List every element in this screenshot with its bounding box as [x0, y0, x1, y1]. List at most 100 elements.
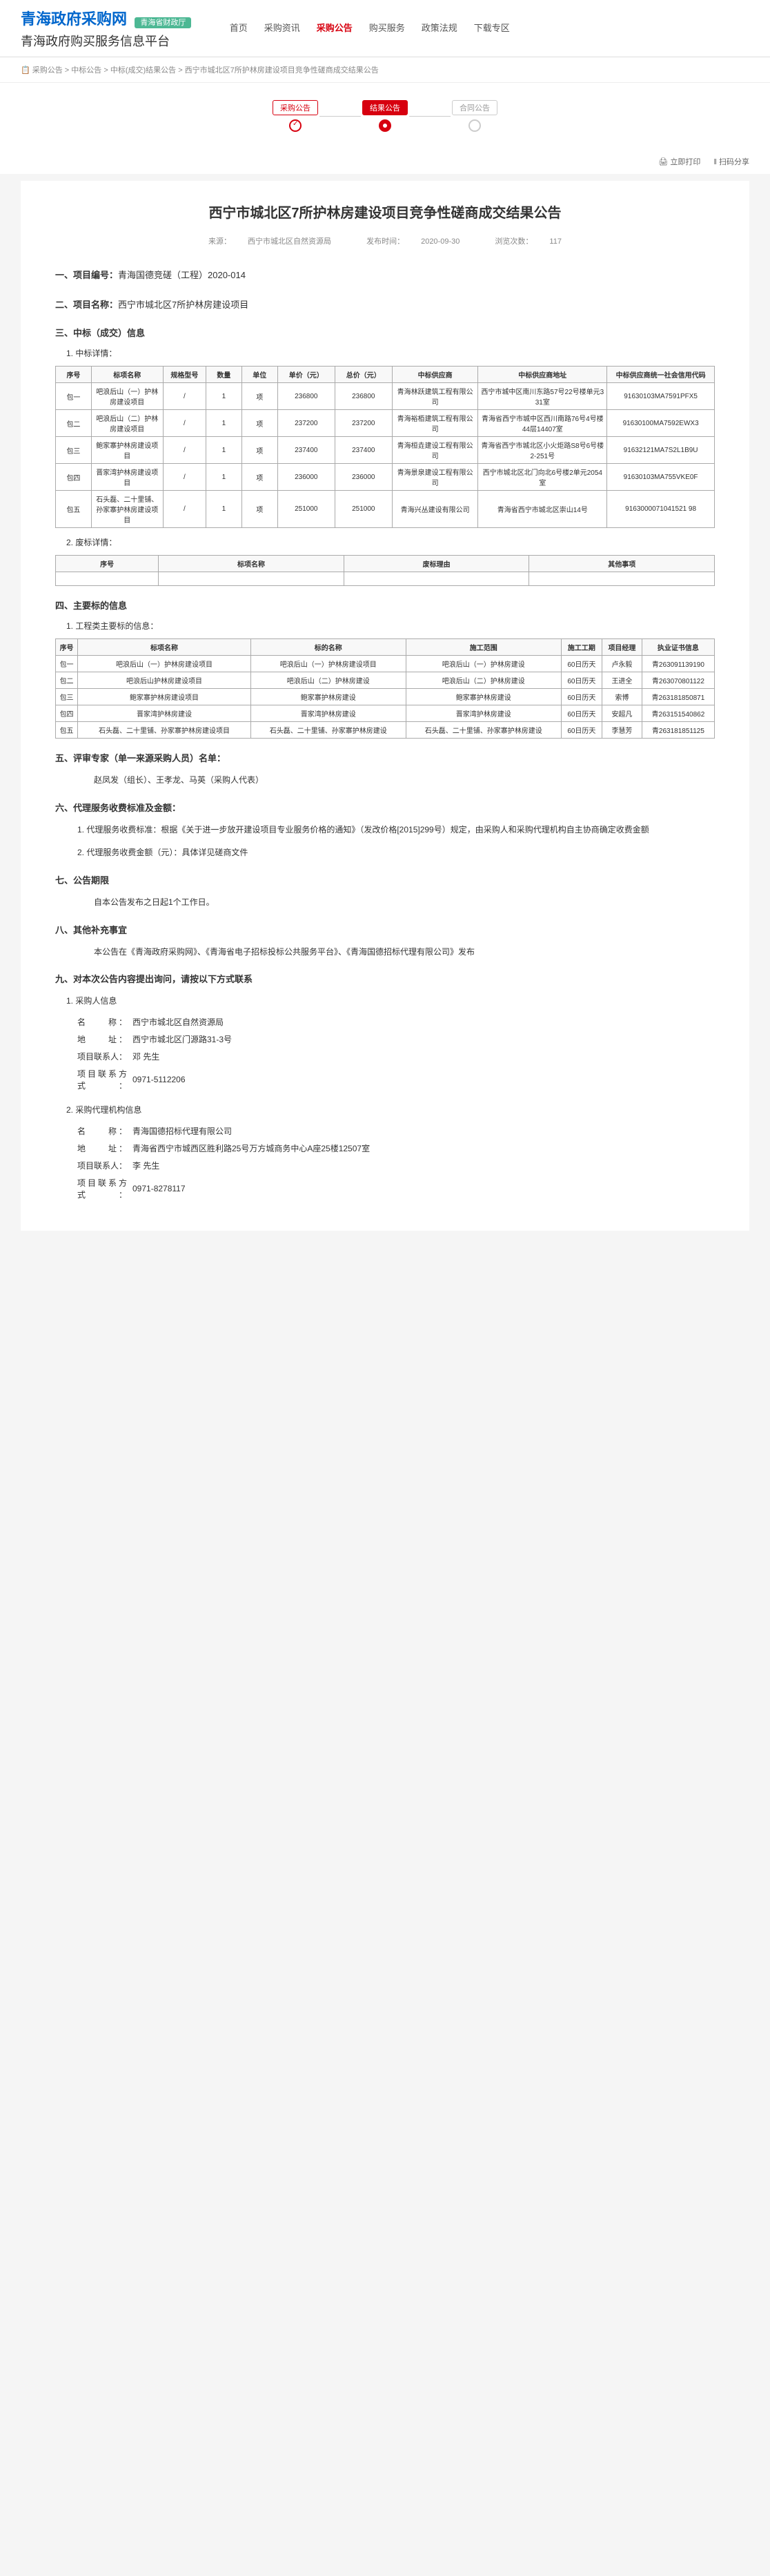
print-button[interactable]: 🖨 立即打印 — [658, 158, 700, 166]
cell: 包二 — [56, 410, 92, 437]
main-bid-table: 序号标项名称标的名称施工范围施工工期项目经理执业证书信息 包一吧浪后山（一）护林… — [55, 638, 715, 739]
content: 西宁市城北区7所护林房建设项目竞争性磋商成交结果公告 来源：西宁市城北区自然资源… — [21, 181, 749, 1231]
purchaser-contact: 邓 先生 — [132, 1048, 715, 1065]
s4-sub1: 1. 工程类主要标的信息： — [66, 620, 715, 632]
s5-value: 赵凤发（组长）、王孝龙、马英（采购人代表） — [77, 772, 715, 788]
cell: 吧浪后山（一）护林房建设项目 — [91, 383, 163, 410]
cell: 西宁市城北区北门向北6号楼2单元2054室 — [478, 464, 607, 491]
cell: 项 — [241, 464, 277, 491]
table-row: 包五石头磊、二十里铺、孙家寨护林房建设项目/1项251000251000青海兴丛… — [56, 491, 715, 528]
cell: 青263181850871 — [642, 689, 714, 705]
agent-tel-label: 项目联系方式： — [77, 1174, 132, 1203]
stage-item[interactable]: 结果公告 — [362, 100, 408, 132]
s4-heading: 四、主要标的信息 — [55, 598, 715, 612]
cell: 青海省西宁市城北区崇山14号 — [478, 491, 607, 528]
cell: 晋家湾护林房建设 — [406, 705, 561, 722]
cell: 吧浪后山护林房建设项目 — [78, 672, 251, 689]
nav-item[interactable]: 采购公告 — [317, 23, 353, 33]
cell: 包三 — [56, 437, 92, 464]
bid-header: 单位 — [241, 367, 277, 383]
cell: / — [163, 410, 206, 437]
cell: 青海桓垚建设工程有限公司 — [392, 437, 478, 464]
cell: 石头磊、二十里铺、孙家寨护林房建设 — [250, 722, 406, 739]
cell: 9163000071041521 98 — [607, 491, 715, 528]
cell: 项 — [241, 383, 277, 410]
cell: 251000 — [277, 491, 335, 528]
cell: 236800 — [277, 383, 335, 410]
purchaser-info: 名 称：西宁市城北区自然资源局 地 址：西宁市城北区门源路31-3号 项目联系人… — [77, 1013, 715, 1094]
site-title: 青海政府采购网 — [21, 7, 127, 29]
cell: 91630103MA7591PFX5 — [607, 383, 715, 410]
cell: 索博 — [602, 689, 642, 705]
void-header: 废标理由 — [344, 556, 529, 572]
cell: 青海景泉建设工程有限公司 — [392, 464, 478, 491]
void-header: 其他事项 — [529, 556, 715, 572]
main-header: 施工范围 — [406, 639, 561, 656]
cell: 鲍家寨护林房建设项目 — [78, 689, 251, 705]
cell: 项 — [241, 437, 277, 464]
nav-item[interactable]: 购买服务 — [369, 23, 405, 33]
purchaser-name-label: 名 称： — [77, 1013, 132, 1031]
main-nav: 首页 采购资讯 采购公告 购买服务 政策法规 下载专区 — [221, 21, 518, 34]
cell: 236000 — [335, 464, 392, 491]
cell: 包一 — [56, 656, 78, 672]
s3-heading: 三、中标（成交）信息 — [55, 326, 715, 339]
meta: 来源：西宁市城北区自然资源局 发布时间：2020-09-30 浏览次数：117 — [55, 235, 715, 246]
agent-contact-label: 项目联系人： — [77, 1157, 132, 1174]
meta-views-label: 浏览次数： — [495, 237, 533, 246]
table-row: 包三鲍家寨护林房建设项目鲍家寨护林房建设鲍家寨护林房建设60日历天索博青2631… — [56, 689, 715, 705]
cell: 237200 — [277, 410, 335, 437]
bid-header: 总价（元） — [335, 367, 392, 383]
cell: 青海省西宁市城北区小火炬路S8号6号楼2-251号 — [478, 437, 607, 464]
s8-heading: 八、其他补充事宜 — [55, 923, 715, 936]
bid-header: 单价（元） — [277, 367, 335, 383]
bid-header: 中标供应商 — [392, 367, 478, 383]
cell: 吧浪后山（二）护林房建设 — [250, 672, 406, 689]
share-button[interactable]: ‖ 扫码分享 — [713, 158, 749, 166]
cell: 青海裕栢建筑工程有限公司 — [392, 410, 478, 437]
cell: 晋家湾护林房建设 — [78, 705, 251, 722]
cell: 91630103MA755VKE0F — [607, 464, 715, 491]
cell: 91632121MA7S2L1B9U — [607, 437, 715, 464]
cell: 包二 — [56, 672, 78, 689]
site-subtitle: 青海政府购买服务信息平台 — [21, 32, 191, 50]
cell: 237200 — [335, 410, 392, 437]
s6-heading: 六、代理服务收费标准及金额： — [55, 801, 715, 814]
cell: / — [163, 464, 206, 491]
nav-item[interactable]: 采购资讯 — [264, 23, 300, 33]
breadcrumb: 📋 采购公告 > 中标公告 > 中标(成交)结果公告 > 西宁市城北区7所护林房… — [0, 57, 770, 83]
cell: 237400 — [277, 437, 335, 464]
bid-header: 序号 — [56, 367, 92, 383]
purchaser-tel-label: 项目联系方式： — [77, 1065, 132, 1094]
cell: 1 — [206, 464, 241, 491]
cell: 青海林跃建筑工程有限公司 — [392, 383, 478, 410]
cell: 1 — [206, 437, 241, 464]
nav-item[interactable]: 政策法规 — [422, 23, 457, 33]
cell: 包四 — [56, 705, 78, 722]
stage-item[interactable]: 合同公告 — [452, 100, 497, 132]
purchaser-heading: 1. 采购人信息 — [66, 995, 715, 1006]
main-header: 项目经理 — [602, 639, 642, 656]
main-header: 标项名称 — [78, 639, 251, 656]
cell: 青海省西宁市城中区西川南路76号4号楼44层14407室 — [478, 410, 607, 437]
main-header: 施工工期 — [561, 639, 602, 656]
cell: / — [163, 437, 206, 464]
s6-line1: 1. 代理服务收费标准：根据《关于进一步放开建设项目专业服务价格的通知》（发改价… — [77, 822, 715, 838]
bid-table: 序号标项名称规格型号数量单位单价（元）总价（元）中标供应商中标供应商地址中标供应… — [55, 366, 715, 528]
purchaser-contact-label: 项目联系人： — [77, 1048, 132, 1065]
nav-item[interactable]: 下载专区 — [474, 23, 510, 33]
cell: 吧浪后山（一）护林房建设 — [406, 656, 561, 672]
cell: 项 — [241, 410, 277, 437]
meta-date-label: 发布时间： — [366, 237, 404, 246]
cell: 91630100MA7592EWX3 — [607, 410, 715, 437]
cell: 60日历天 — [561, 672, 602, 689]
bid-header: 标项名称 — [91, 367, 163, 383]
main-header: 序号 — [56, 639, 78, 656]
cell: 吧浪后山（一）护林房建设项目 — [78, 656, 251, 672]
nav-item[interactable]: 首页 — [230, 23, 248, 33]
meta-views: 117 — [549, 237, 562, 246]
cell: 236000 — [277, 464, 335, 491]
stage-item[interactable]: 采购公告 — [273, 100, 318, 132]
table-row: 包五石头磊、二十里铺、孙家寨护林房建设项目石头磊、二十里铺、孙家寨护林房建设石头… — [56, 722, 715, 739]
meta-date: 2020-09-30 — [421, 237, 460, 246]
